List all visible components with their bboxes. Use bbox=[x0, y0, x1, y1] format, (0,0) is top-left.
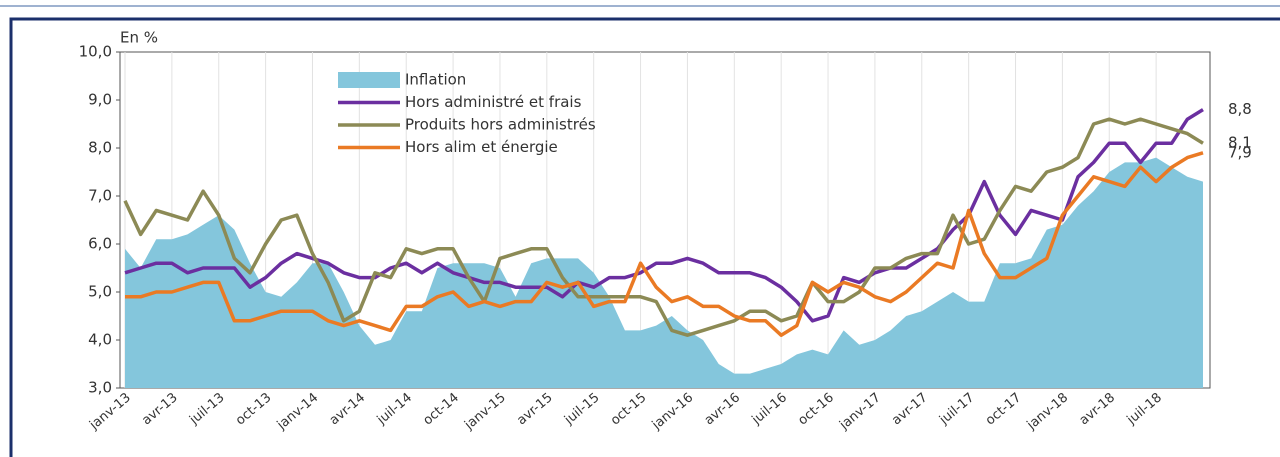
y-tick-label: 4,0 bbox=[88, 331, 112, 349]
legend-label: Inflation bbox=[405, 71, 466, 89]
legend-label: Produits hors administrés bbox=[405, 116, 596, 134]
y-tick-label: 10,0 bbox=[79, 43, 112, 61]
line bbox=[123, 117, 1204, 337]
end-label: 8,1 bbox=[1228, 134, 1252, 152]
y-tick-label: 3,0 bbox=[88, 379, 112, 397]
y-tick-label: 6,0 bbox=[88, 235, 112, 253]
y-tick-label: 7,0 bbox=[88, 187, 112, 205]
legend-label: Hors alim et énergie bbox=[405, 138, 558, 156]
area bbox=[125, 157, 1203, 388]
y-tick-label: 8,0 bbox=[88, 139, 112, 157]
end-label: 8,8 bbox=[1228, 100, 1252, 118]
frame bbox=[9, 17, 1280, 457]
legend-swatch bbox=[338, 72, 400, 88]
end-label: 7,9 bbox=[1228, 143, 1252, 161]
y-tick-label: 9,0 bbox=[88, 91, 112, 109]
line bbox=[124, 108, 1204, 323]
y-tick-label: 5,0 bbox=[88, 283, 112, 301]
legend-label: Hors administré et frais bbox=[405, 93, 582, 111]
y-unit-label: En % bbox=[120, 29, 158, 47]
line bbox=[125, 151, 1204, 337]
